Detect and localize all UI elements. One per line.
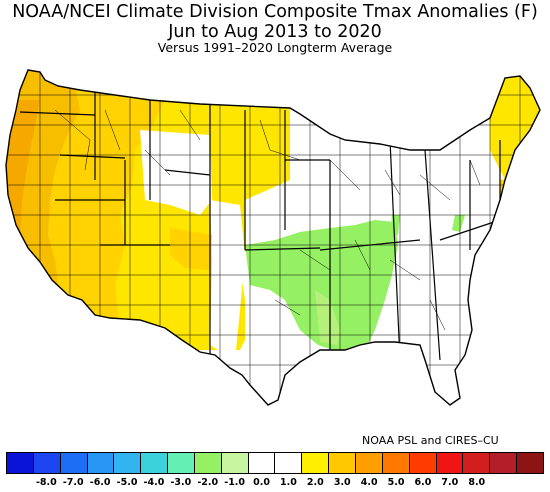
legend-swatch (355, 453, 383, 473)
legend-swatch (409, 453, 437, 473)
legend-tick-label: -7.0 (62, 477, 84, 488)
legend-tick-label: 7.0 (441, 477, 459, 488)
legend-tick-label: 6.0 (414, 477, 432, 488)
legend-swatch (302, 453, 330, 473)
legend-swatch (33, 453, 61, 473)
mississippi-valley-region (315, 290, 340, 345)
legend-swatch (517, 453, 543, 473)
legend-swatch (87, 453, 115, 473)
credit-label: NOAA PSL and CIRES–CU (362, 434, 499, 447)
legend-swatch (275, 453, 303, 473)
legend-swatch (194, 453, 222, 473)
legend-tick-label: 8.0 (468, 477, 486, 488)
appalachian-anomaly (452, 215, 465, 232)
legend-swatch (329, 453, 356, 473)
map-subtitle: Versus 1991–2020 Longterm Average (157, 40, 393, 55)
legend-tick-label: 3.0 (333, 477, 351, 488)
legend-swatch (382, 453, 410, 473)
legend-tick-label: 1.0 (280, 477, 297, 488)
legend-tick-label: 2.0 (306, 477, 324, 488)
legend-swatch (114, 453, 142, 473)
legend-colorbar (6, 452, 544, 474)
us-anomaly-map (5, 69, 541, 406)
legend-tick-label: -3.0 (170, 477, 192, 488)
legend-tick-label: 0.0 (253, 477, 270, 488)
legend-tick-label: -4.0 (143, 477, 165, 488)
legend-swatch (490, 453, 518, 473)
state-boundaries (19, 80, 501, 361)
legend-tick-label: 5.0 (387, 477, 405, 488)
new-mexico-region (170, 228, 212, 270)
legend-swatch (436, 453, 464, 473)
legend-swatch (221, 453, 249, 473)
legend-swatch (168, 453, 195, 473)
south-central-anomaly-region (245, 220, 398, 352)
map-period: Jun to Aug 2013 to 2020 (168, 22, 382, 42)
southern-plains-neutral (210, 200, 245, 360)
legend-swatch (248, 453, 276, 473)
legend-swatch (7, 453, 34, 473)
legend-tick-label: -6.0 (89, 477, 111, 488)
legend-swatch (463, 453, 491, 473)
legend-tick-label: -8.0 (35, 477, 57, 488)
legend-swatch (60, 453, 88, 473)
central-rockies-neutral (140, 130, 212, 215)
legend-swatch (141, 453, 169, 473)
legend-ticks: -8.0 -7.0 -6.0 -5.0 -4.0 -3.0 -2.0 -1.0 0.0 1.0 2.… (0, 477, 550, 491)
tennessee-anomaly (390, 215, 400, 235)
legend-tick-label: -5.0 (116, 477, 138, 488)
legend-tick-label: -2.0 (197, 477, 219, 488)
legend-tick-label: 4.0 (360, 477, 378, 488)
legend-tick-label: -1.0 (224, 477, 246, 488)
map-title: NOAA/NCEI Climate Division Composite Tma… (12, 2, 538, 22)
